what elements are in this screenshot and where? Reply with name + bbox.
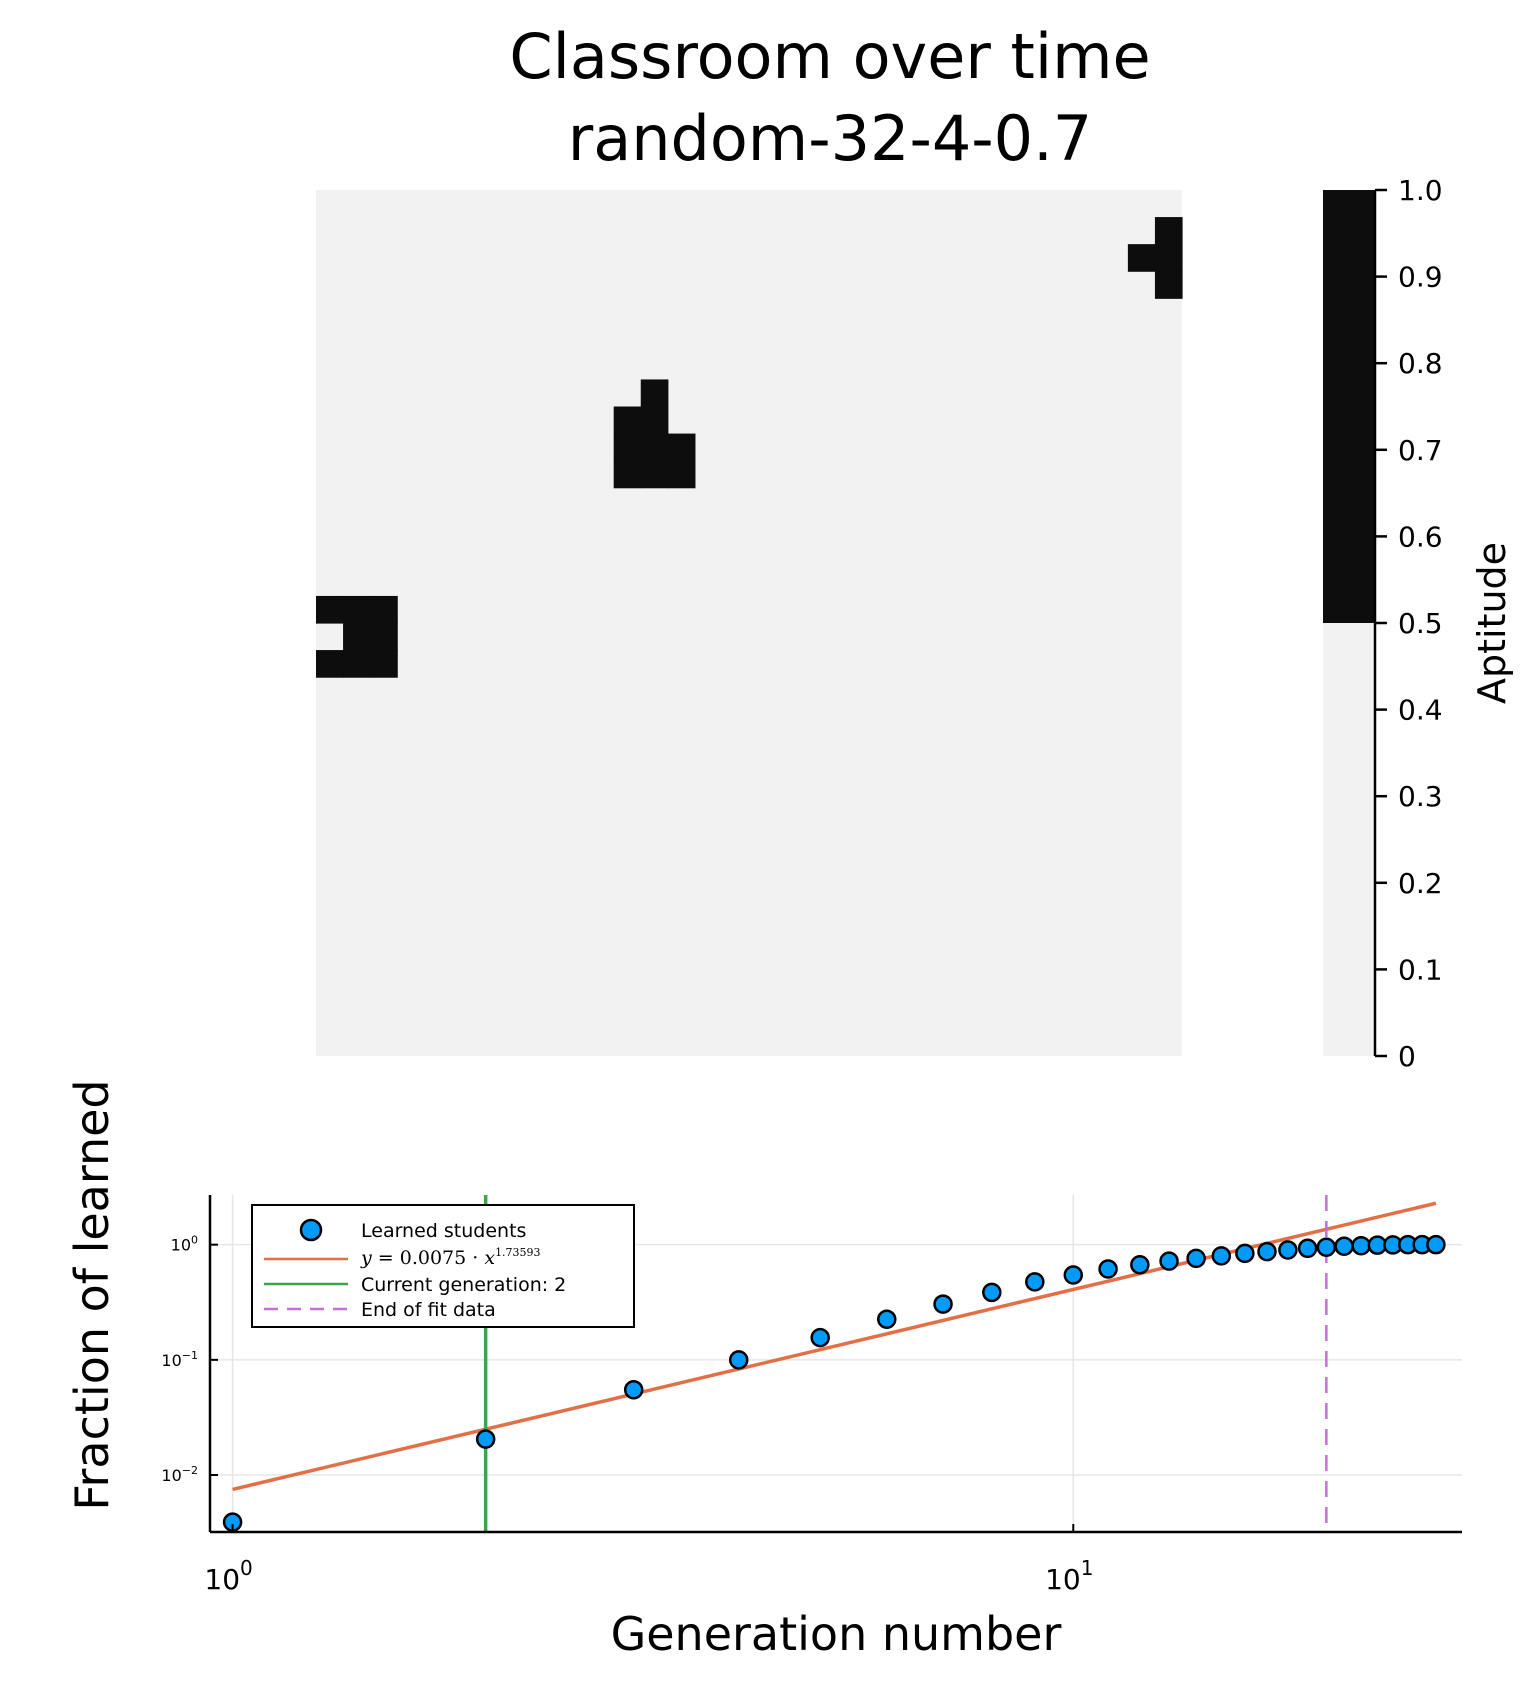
heatmap-cell xyxy=(1154,217,1183,245)
data-point xyxy=(982,1282,1002,1303)
heatmap-cell xyxy=(640,406,669,435)
colorbar-low-segment xyxy=(1323,623,1375,1056)
fit-lhs: y xyxy=(360,1247,372,1269)
heatmap-cell xyxy=(316,595,344,624)
heatmap-cell xyxy=(640,460,669,489)
data-point xyxy=(1235,1243,1255,1264)
y-tick-label: 10−2 xyxy=(161,1464,198,1485)
colorbar-tick-label: 0.7 xyxy=(1398,434,1443,467)
colorbar-tick-label: 0.6 xyxy=(1398,520,1443,553)
data-point xyxy=(1098,1259,1118,1279)
data-point xyxy=(1278,1240,1298,1260)
colorbar-tick-label: 1.0 xyxy=(1398,174,1443,207)
colorbar-tick-label: 0.8 xyxy=(1398,347,1443,380)
colorbar-tick-label: 0.5 xyxy=(1398,607,1443,640)
heatmap-cell xyxy=(613,460,642,489)
data-point xyxy=(810,1327,830,1348)
heatmap-cell xyxy=(343,595,371,624)
heatmap-cell xyxy=(1154,271,1183,299)
y-tick-label: 100 xyxy=(171,1234,198,1255)
data-point xyxy=(1297,1238,1318,1259)
chart-title-line1: Classroom over time xyxy=(509,20,1150,93)
colorbar: 0 0.1 0.2 0.3 0.4 0.5 0.6 0.7 0.8 0.9 1.0 Aptitude xyxy=(1323,174,1514,1073)
colorbar-tick-label: 0 xyxy=(1398,1040,1416,1073)
heatmap-cell xyxy=(370,650,398,678)
heatmap-cell xyxy=(370,623,398,651)
heatmap-cell xyxy=(613,406,642,435)
colorbar-tick-label: 0.4 xyxy=(1398,694,1443,727)
legend-label-fit: y = 0.0075 · x1.73593 xyxy=(360,1246,541,1269)
data-point xyxy=(728,1350,749,1370)
data-point xyxy=(933,1294,953,1314)
data-point xyxy=(1257,1241,1277,1262)
legend-label-learned: Learned students xyxy=(361,1220,526,1242)
fit-plot: 100 101 10−2 10−1 100 Generation number Frac… xyxy=(65,1079,1462,1661)
heatmap-cell xyxy=(667,433,696,462)
plot-series xyxy=(222,1195,1446,1532)
data-point xyxy=(475,1429,496,1449)
data-point xyxy=(1130,1254,1150,1275)
legend-label-current: Current generation: 2 xyxy=(361,1274,566,1296)
chart-title-line2: random-32-4-0.7 xyxy=(568,102,1093,175)
data-point xyxy=(1186,1248,1206,1269)
y-axis-label: Fraction of learned xyxy=(65,1079,119,1510)
data-point xyxy=(1316,1237,1337,1257)
colorbar-label: Aptitude xyxy=(1470,542,1514,704)
data-point xyxy=(1025,1272,1045,1292)
y-tick-label: 10−1 xyxy=(161,1349,198,1370)
legend-marker-learned xyxy=(299,1218,323,1242)
heatmap-cell xyxy=(316,650,344,678)
heatmap-cell xyxy=(343,650,371,678)
heatmap-cell xyxy=(343,623,371,651)
fit-eq: = 0.0075 · xyxy=(372,1247,485,1269)
heatmap-cell xyxy=(370,595,398,624)
data-point xyxy=(877,1309,897,1330)
data-point xyxy=(1334,1236,1354,1256)
fit-line xyxy=(232,1201,1437,1492)
heatmap-cell xyxy=(667,460,696,489)
heatmap-cell xyxy=(1154,244,1183,272)
x-tick-label: 100 xyxy=(204,1556,252,1596)
heatmap-cell xyxy=(1127,244,1156,272)
data-point xyxy=(1063,1265,1084,1285)
data-point xyxy=(623,1379,644,1400)
legend: Learned students y = 0.0075 · x1.73593 C… xyxy=(251,1204,635,1328)
heatmap-cell xyxy=(640,379,669,408)
colorbar-tick-label: 0.1 xyxy=(1398,953,1443,986)
legend-label-endfit: End of fit data xyxy=(361,1299,496,1321)
colorbar-tick-label: 0.9 xyxy=(1398,261,1443,294)
colorbar-tick-label: 0.2 xyxy=(1398,867,1443,900)
x-tick-label: 101 xyxy=(1045,1556,1093,1596)
data-point xyxy=(1159,1251,1179,1271)
x-axis-label: Generation number xyxy=(611,1607,1062,1661)
plot-ticks: 100 101 10−2 10−1 100 xyxy=(161,1234,1093,1596)
heatmap-cells xyxy=(316,217,1183,678)
fit-exp: 1.73593 xyxy=(495,1246,541,1259)
fit-var: x xyxy=(484,1247,495,1269)
heatmap-cell xyxy=(640,433,669,462)
colorbar-ticks: 0 0.1 0.2 0.3 0.4 0.5 0.6 0.7 0.8 0.9 1.0 xyxy=(1375,174,1443,1073)
data-point xyxy=(1426,1234,1446,1255)
colorbar-tick-label: 0.3 xyxy=(1398,780,1443,813)
heatmap xyxy=(316,190,1183,1056)
data-point xyxy=(1211,1246,1232,1266)
heatmap-background xyxy=(316,190,1182,1056)
heatmap-cell xyxy=(613,433,642,462)
colorbar-high-segment xyxy=(1323,190,1375,623)
data-point xyxy=(1351,1235,1371,1256)
